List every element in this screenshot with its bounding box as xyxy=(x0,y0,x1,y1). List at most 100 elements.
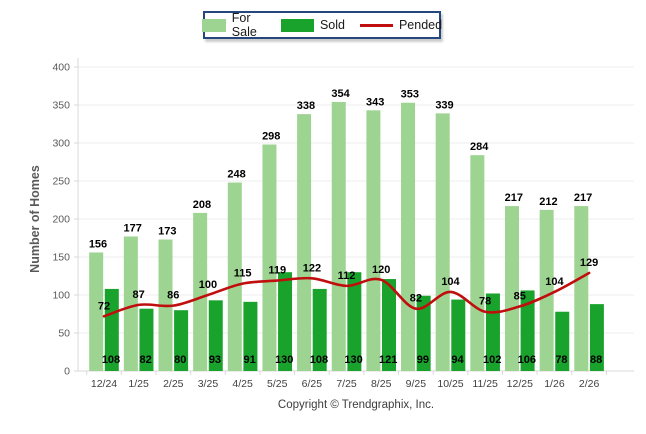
legend-item-sold: Sold xyxy=(280,18,345,32)
for-sale-value-label: 217 xyxy=(574,192,592,204)
sold-bar xyxy=(139,308,154,371)
for-sale-bar xyxy=(435,113,450,372)
for-sale-bar xyxy=(262,144,277,371)
for-sale-value-label: 212 xyxy=(539,196,557,208)
legend-label-for-sale: For Sale xyxy=(231,11,257,39)
pended-value-label: 119 xyxy=(268,265,286,277)
sold-bar xyxy=(243,301,258,371)
pended-line xyxy=(102,271,591,318)
for-sale-value-label: 338 xyxy=(297,100,315,112)
pended-value-label: 72 xyxy=(98,300,110,312)
for-sale-value-label: 343 xyxy=(366,96,384,108)
y-tick-label: 200 xyxy=(52,214,70,226)
x-tick-label: 2/25 xyxy=(163,378,184,390)
pended-value-label: 85 xyxy=(514,290,526,302)
for-sale-value-label: 248 xyxy=(227,169,245,181)
sold-bar xyxy=(104,288,119,371)
sold-bar xyxy=(451,299,466,371)
x-tick-label: 12/25 xyxy=(507,378,533,390)
sold-bar xyxy=(555,311,570,371)
for-sale-bar xyxy=(401,102,416,371)
chart-legend: For Sale Sold Pended xyxy=(201,11,443,39)
for-sale-bar xyxy=(539,209,554,371)
y-tick-label: 400 xyxy=(52,62,70,74)
pended-value-label: 78 xyxy=(479,296,491,308)
for-sale-bar xyxy=(193,212,208,371)
sold-value-label: 78 xyxy=(555,354,567,366)
pended-value-label: 104 xyxy=(545,276,564,288)
for-sale-value-label: 173 xyxy=(158,226,176,238)
x-tick-label: 7/25 xyxy=(336,378,357,390)
pended-line-swatch-icon xyxy=(359,23,393,27)
y-tick-label: 100 xyxy=(52,290,70,302)
x-tick-label: 9/25 xyxy=(406,378,427,390)
sold-bar xyxy=(278,272,293,371)
pended-value-label: 87 xyxy=(133,289,145,301)
y-tick-label: 250 xyxy=(52,176,70,188)
sold-value-label: 91 xyxy=(243,354,255,366)
x-tick-label: 10/25 xyxy=(437,378,463,390)
x-tick-label: 2/26 xyxy=(579,378,600,390)
x-tick-label: 6/25 xyxy=(302,378,323,390)
y-tick-label: 150 xyxy=(52,252,70,264)
for-sale-value-label: 177 xyxy=(123,222,141,234)
pended-value-label: 82 xyxy=(410,293,422,305)
for-sale-bar xyxy=(297,114,312,372)
x-tick-label: 8/25 xyxy=(371,378,392,390)
for-sale-bar xyxy=(505,206,519,371)
for-sale-bar xyxy=(227,182,242,371)
for-sale-bar xyxy=(331,101,346,372)
sold-value-label: 82 xyxy=(140,354,152,366)
for-sale-bar xyxy=(470,155,485,371)
sold-bar xyxy=(382,279,396,371)
for-sale-value-label: 284 xyxy=(470,141,489,153)
for-sale-value-label: 156 xyxy=(89,238,107,250)
x-tick-label: 11/25 xyxy=(472,378,498,390)
sold-value-label: 102 xyxy=(483,354,501,366)
sold-swatch-icon xyxy=(280,18,314,32)
pended-value-label: 122 xyxy=(303,262,321,274)
y-tick-label: 350 xyxy=(52,100,70,112)
sold-bar xyxy=(589,304,604,371)
x-tick-label: 4/25 xyxy=(232,378,253,390)
sold-value-label: 108 xyxy=(310,354,328,366)
for-sale-bar xyxy=(89,252,104,371)
y-axis-title: Number of Homes xyxy=(28,165,42,273)
sold-bar xyxy=(520,290,535,371)
pended-value-label: 112 xyxy=(338,270,356,282)
x-tick-label: 1/25 xyxy=(128,378,149,390)
for-sale-value-label: 339 xyxy=(435,99,453,111)
sold-value-label: 99 xyxy=(417,354,429,366)
y-tick-label: 0 xyxy=(64,366,70,378)
x-tick-label: 3/25 xyxy=(198,378,219,390)
for-sale-bar xyxy=(366,110,381,371)
sold-value-label: 93 xyxy=(209,354,221,366)
for-sale-value-label: 354 xyxy=(331,88,350,100)
for-sale-value-label: 298 xyxy=(262,131,280,143)
copyright-text: Copyright © Trendgraphix, Inc. xyxy=(277,399,435,411)
for-sale-value-label: 217 xyxy=(505,192,523,204)
legend-label-pended: Pended xyxy=(398,18,443,32)
sold-value-label: 121 xyxy=(379,354,397,366)
for-sale-bar xyxy=(574,206,589,371)
pended-value-label: 120 xyxy=(372,264,390,276)
for-sale-bar xyxy=(123,236,138,371)
x-tick-label: 5/25 xyxy=(267,378,288,390)
sold-value-label: 80 xyxy=(174,354,186,366)
for-sale-value-label: 208 xyxy=(193,199,211,211)
for-sale-value-label: 353 xyxy=(401,89,419,101)
sold-value-label: 94 xyxy=(451,354,464,366)
sold-bar xyxy=(312,288,327,371)
legend-label-sold: Sold xyxy=(319,18,345,32)
sold-bar xyxy=(347,272,362,371)
sold-value-label: 130 xyxy=(275,354,293,366)
sold-bar xyxy=(208,300,223,371)
pended-value-label: 104 xyxy=(441,276,460,288)
sold-bar xyxy=(416,295,431,371)
legend-item-pended: Pended xyxy=(359,18,443,32)
x-tick-label: 1/26 xyxy=(544,378,565,390)
pended-value-label: 100 xyxy=(199,279,217,291)
y-tick-label: 50 xyxy=(58,328,70,340)
